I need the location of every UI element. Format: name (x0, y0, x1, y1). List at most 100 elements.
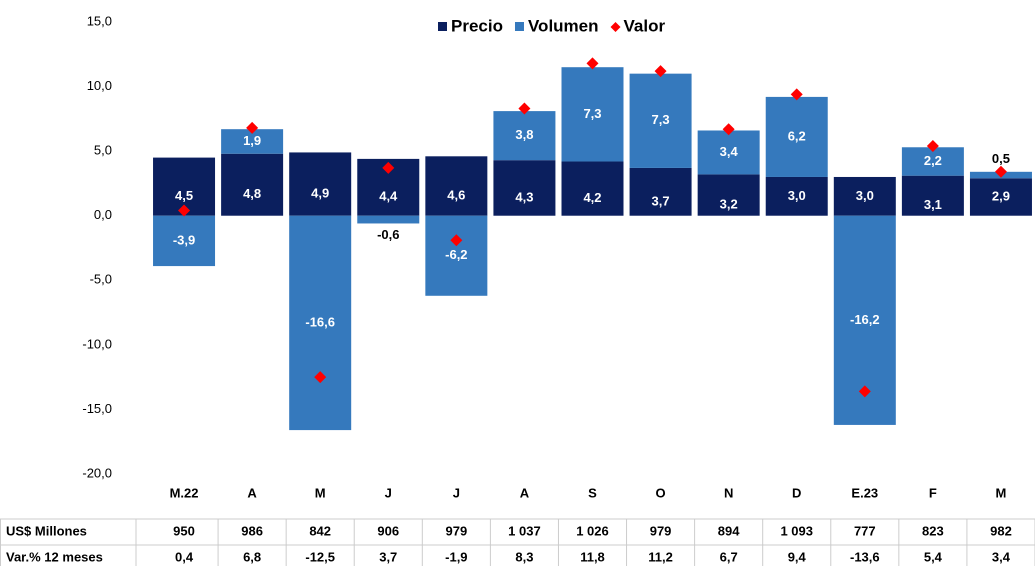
table-cell: 11,2 (648, 549, 673, 564)
bar-label: 0,5 (992, 151, 1010, 166)
bar-label: 3,2 (720, 196, 738, 211)
table-cell: 0,4 (175, 549, 194, 564)
table-cell: 6,8 (243, 549, 261, 564)
bar (969, 178, 1032, 216)
y-tick-label: -5,0 (90, 272, 112, 287)
table-cell: 1 026 (576, 523, 609, 538)
bar-label: -3,9 (173, 232, 195, 247)
bar (221, 153, 284, 216)
x-tick-label: A (520, 485, 530, 500)
table-cell: 777 (854, 523, 876, 538)
y-tick-label: 10,0 (87, 78, 112, 93)
bar-label: 3,8 (515, 127, 533, 142)
table-cell: 3,4 (992, 549, 1011, 564)
bar-label: -16,2 (850, 312, 880, 327)
bar-label: 2,9 (992, 188, 1010, 203)
table-cell: 823 (922, 523, 944, 538)
table-cell: 9,4 (788, 549, 807, 564)
table-cell: 842 (309, 523, 331, 538)
bar-label: 4,3 (515, 189, 533, 204)
y-tick-label: 15,0 (87, 13, 112, 28)
marker (722, 123, 735, 136)
table-cell: 894 (718, 523, 740, 538)
bar (425, 156, 488, 216)
bar-label: 4,9 (311, 186, 329, 201)
marker (654, 65, 667, 78)
x-tick-label: N (724, 485, 733, 500)
bar (765, 176, 828, 216)
bar (289, 152, 352, 216)
bar (629, 167, 692, 216)
bar (901, 147, 964, 176)
x-tick-label: O (656, 485, 666, 500)
bar (697, 174, 760, 216)
table-cell: 979 (650, 523, 672, 538)
table-cell: 979 (445, 523, 467, 538)
table-row-label: US$ Millones (6, 523, 87, 538)
bar (493, 160, 556, 216)
x-tick-label: E.23 (851, 485, 878, 500)
legend-label: Precio (451, 16, 503, 35)
table-cell: 11,8 (580, 549, 605, 564)
table-cell: -1,9 (445, 549, 467, 564)
bar (833, 176, 896, 216)
table-cell: -12,5 (305, 549, 335, 564)
table-cell: 950 (173, 523, 195, 538)
bar-label: 3,4 (720, 144, 739, 159)
bar-label: -0,6 (377, 227, 399, 242)
legend-label: Valor (624, 16, 666, 35)
x-tick-label: M (315, 485, 326, 500)
x-tick-label: F (929, 485, 937, 500)
marker (518, 102, 531, 115)
bar-label: 4,2 (583, 190, 601, 205)
bar-label: -6,2 (445, 247, 467, 262)
bar-label: 3,0 (856, 188, 874, 203)
bar (493, 111, 556, 161)
x-tick-label: M (996, 485, 1007, 500)
bar-label: 1,9 (243, 133, 261, 148)
x-tick-label: M.22 (170, 485, 199, 500)
y-tick-label: 0,0 (94, 207, 112, 222)
marker (314, 371, 327, 384)
bar (561, 161, 624, 216)
table-cell: 986 (241, 523, 263, 538)
y-tick-label: -10,0 (82, 336, 112, 351)
marker (450, 234, 463, 247)
x-tick-label: D (792, 485, 801, 500)
legend-marker (438, 22, 447, 31)
legend-marker (514, 22, 524, 31)
marker (994, 165, 1007, 178)
bar-label: 4,4 (379, 189, 398, 204)
table-cell: 6,7 (720, 549, 738, 564)
bar-label: 4,6 (447, 187, 465, 202)
table-cell: 3,7 (379, 549, 397, 564)
table-cell: 1 037 (508, 523, 541, 538)
bar-label: 7,3 (652, 112, 670, 127)
table-cell: 906 (377, 523, 399, 538)
x-tick-label: S (588, 485, 597, 500)
marker (246, 121, 259, 134)
table-row-label: Var.% 12 meses (6, 549, 103, 564)
marker (586, 57, 599, 70)
x-tick-label: J (453, 485, 460, 500)
bar-label: 3,1 (924, 197, 942, 212)
bar (697, 130, 760, 175)
bar-label: -16,6 (305, 314, 335, 329)
bar-label: 6,2 (788, 128, 806, 143)
marker (178, 204, 191, 217)
table-cell: 5,4 (924, 549, 943, 564)
bar-label: 7,3 (583, 106, 601, 121)
y-tick-label: 5,0 (94, 143, 112, 158)
bar (425, 215, 488, 296)
bar (357, 215, 420, 224)
y-tick-label: -15,0 (82, 401, 112, 416)
table-cell: 982 (990, 523, 1012, 538)
bar (765, 96, 828, 177)
table-cell: -13,6 (850, 549, 880, 564)
x-tick-label: A (247, 485, 257, 500)
table-cell: 8,3 (515, 549, 533, 564)
bar-label: 3,7 (652, 193, 670, 208)
bar-label: 2,2 (924, 153, 942, 168)
marker (382, 161, 395, 174)
